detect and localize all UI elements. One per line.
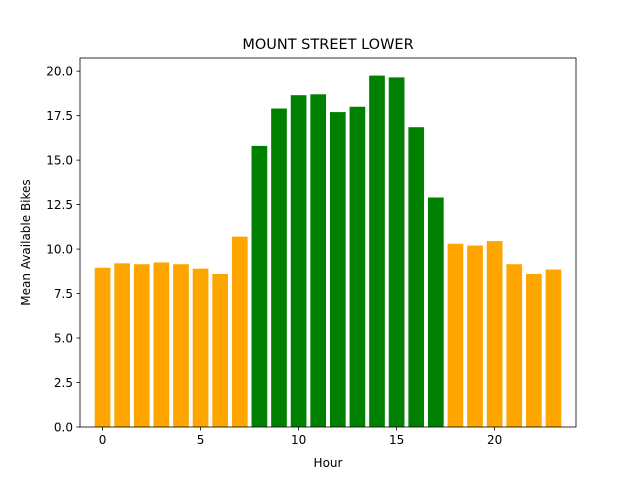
bar-hour-16: [408, 127, 425, 427]
bars-group: [94, 75, 562, 428]
x-tick-label: 20: [487, 433, 502, 447]
bar-hour-18: [447, 243, 464, 427]
y-tick-label: 5.0: [54, 331, 73, 345]
bar-hour-8: [251, 145, 268, 427]
y-tick-label: 15.0: [46, 153, 73, 167]
bar-hour-10: [290, 95, 307, 428]
bar-hour-7: [231, 236, 248, 427]
bar-hour-17: [427, 197, 444, 427]
bar-hour-13: [349, 106, 366, 428]
x-tick-label: 0: [99, 433, 107, 447]
x-axis-label: Hour: [314, 456, 343, 470]
bar-hour-15: [388, 77, 405, 428]
bar-hour-21: [506, 264, 523, 427]
bar-hour-19: [467, 245, 483, 427]
plot-frame: [79, 57, 577, 428]
y-tick-label: 2.5: [54, 376, 73, 390]
bar-hour-23: [545, 269, 562, 427]
y-tick-label: 10.0: [46, 242, 73, 256]
bar-hour-12: [329, 112, 346, 427]
y-tick-label: 12.5: [46, 198, 73, 212]
chart-title: MOUNT STREET LOWER: [242, 37, 413, 53]
y-tick-label: 7.5: [54, 287, 73, 301]
bar-hour-9: [271, 108, 287, 428]
bar-hour-3: [153, 262, 170, 427]
x-tick-label: 15: [389, 433, 404, 447]
bar-hour-1: [114, 263, 130, 427]
bar-hour-2: [133, 264, 150, 427]
bar-hour-4: [173, 264, 189, 427]
bar-hour-0: [94, 267, 111, 427]
y-tick-label: 0.0: [54, 420, 73, 434]
x-tick-label: 10: [291, 433, 306, 447]
x-tick-label: 5: [197, 433, 205, 447]
y-tick-label: 17.5: [46, 109, 73, 123]
bar-hour-22: [526, 273, 542, 427]
bar-hour-20: [486, 241, 503, 427]
y-axis-ticks: 0.0 2.5 5.0 7.5 10.0 12.5 15.0 17.5 20.0: [46, 64, 80, 434]
bar-hour-14: [369, 75, 385, 427]
x-axis-ticks: 0 5 10 15 20: [99, 427, 502, 447]
bar-hour-6: [212, 273, 229, 427]
y-axis-label: Mean Available Bikes: [19, 179, 33, 305]
bar-hour-11: [310, 94, 327, 428]
y-tick-label: 20.0: [46, 64, 73, 78]
bar-hour-5: [192, 268, 209, 427]
